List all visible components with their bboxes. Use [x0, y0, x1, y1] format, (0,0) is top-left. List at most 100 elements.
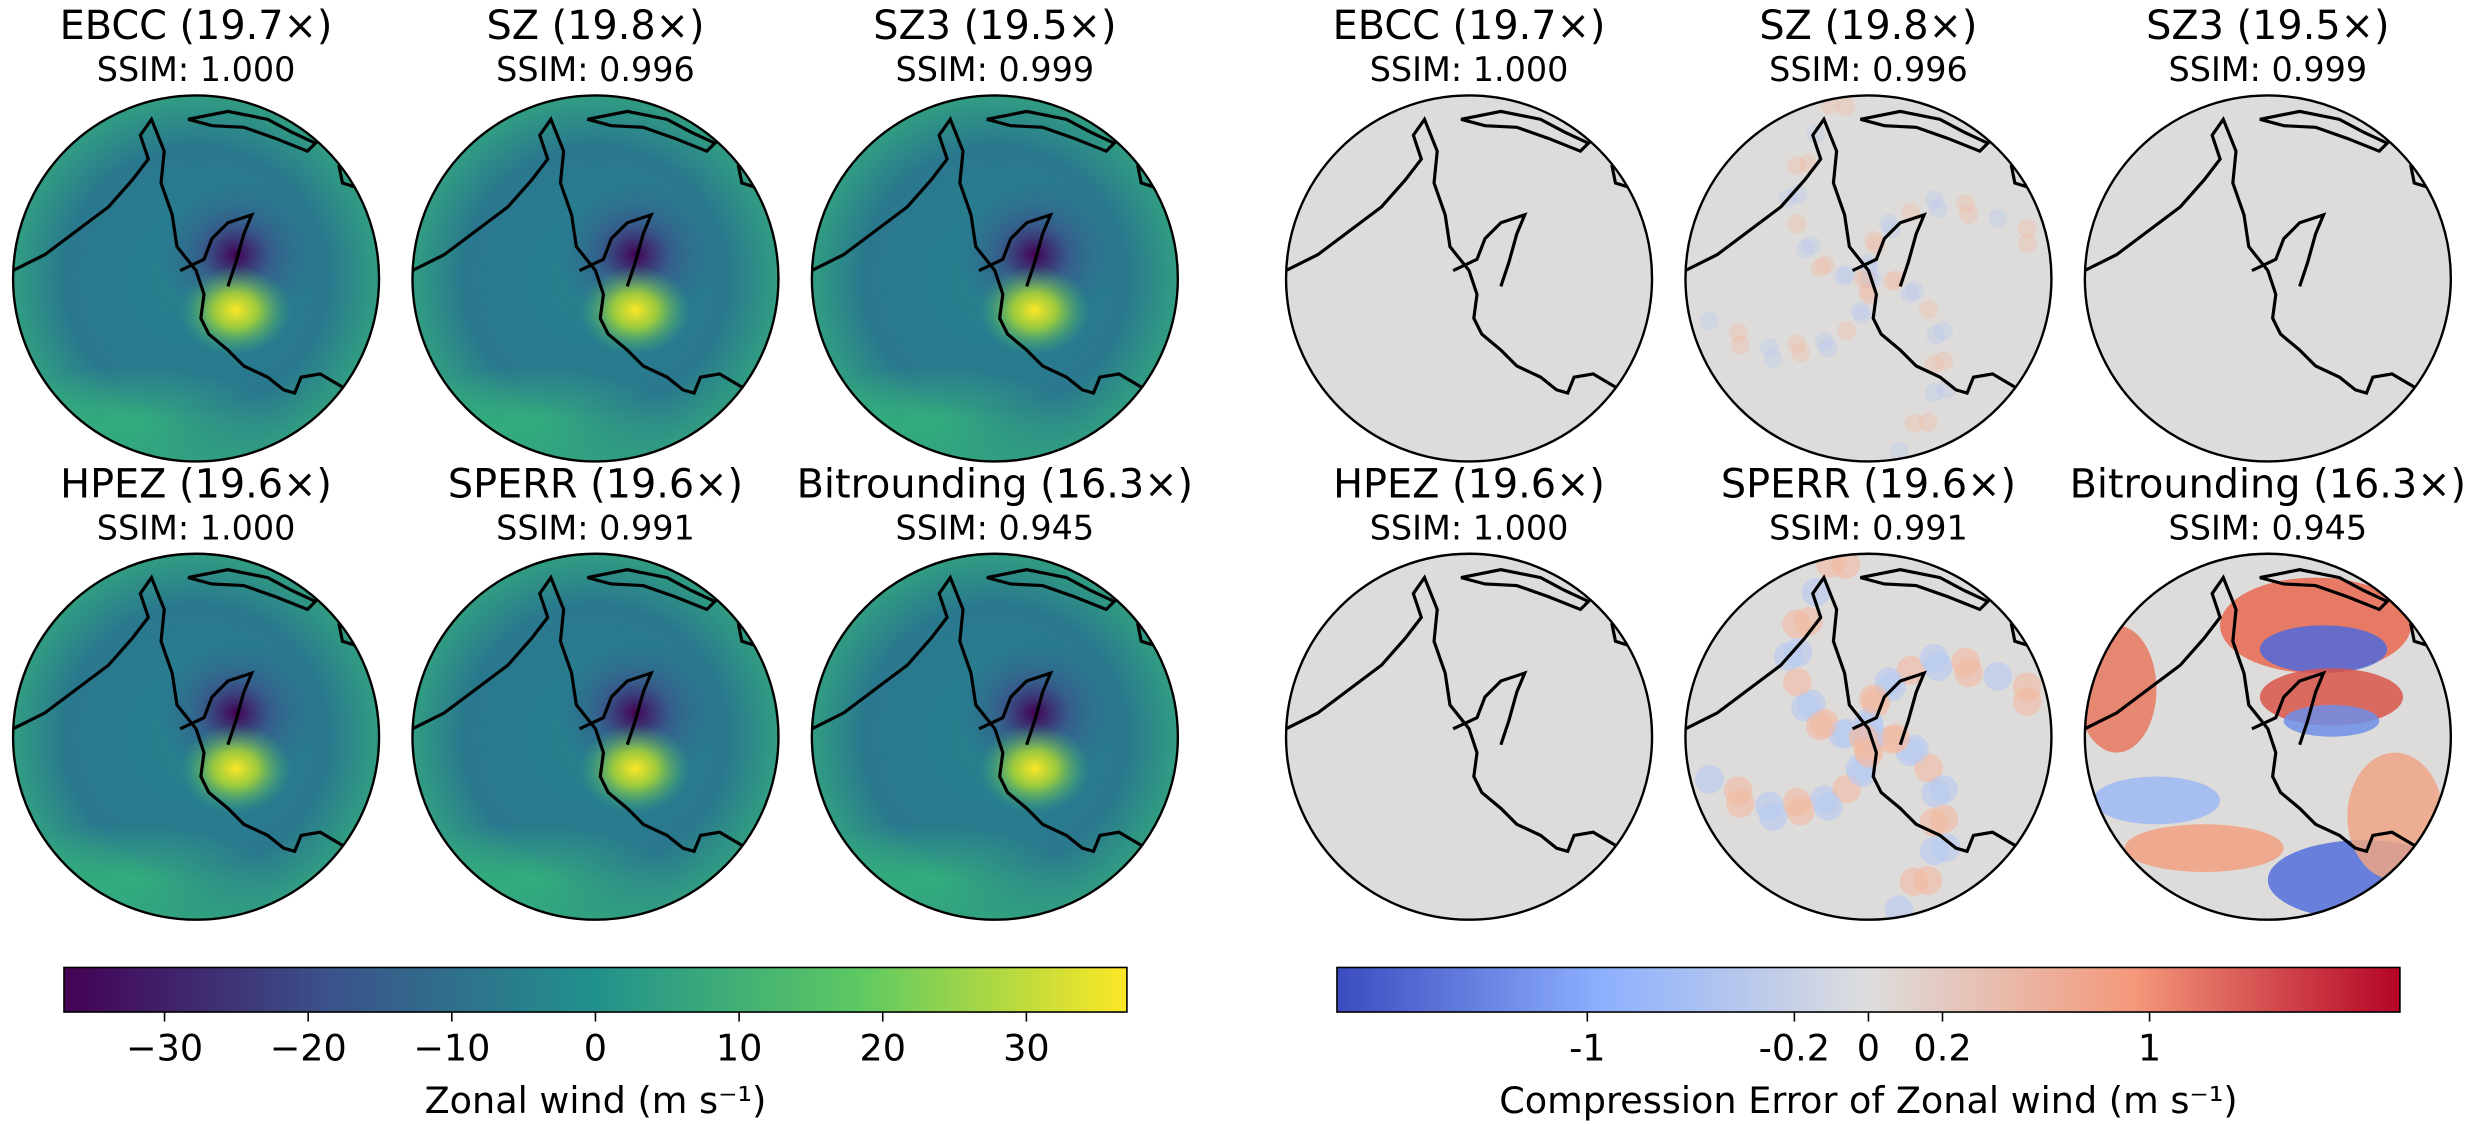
panel-title: SPERR (19.6×) — [448, 461, 743, 507]
colorbar-tick-label: 10 — [716, 1027, 763, 1070]
colorbar-tick-label: -1 — [1569, 1027, 1605, 1070]
error-blob — [2347, 753, 2442, 880]
error-blob — [2260, 625, 2387, 673]
map-panel: HPEZ (19.6×)SSIM: 1.000 — [0, 461, 379, 935]
panel-ssim: SSIM: 0.996 — [496, 50, 695, 89]
map-panel: SZ3 (19.5×)SSIM: 0.999 — [788, 3, 1178, 477]
panel-title: HPEZ (19.6×) — [1333, 461, 1605, 507]
error-speck — [1787, 156, 1806, 175]
colorbar-tick-label: −30 — [126, 1027, 203, 1070]
map-field — [0, 554, 379, 936]
map-panel: HPEZ (19.6×)SSIM: 1.000 — [1286, 461, 1652, 919]
error-speck — [1833, 267, 1852, 286]
error-speck — [1788, 214, 1807, 233]
error-speck — [1934, 321, 1953, 340]
panel-ssim: SSIM: 1.000 — [1370, 508, 1569, 547]
map-field — [788, 95, 1178, 477]
field-high — [580, 724, 691, 813]
error-speck — [1919, 300, 1938, 319]
error-speck — [1914, 866, 1943, 895]
field-high — [180, 266, 291, 355]
error-speck — [1951, 648, 1980, 677]
field — [2085, 95, 2451, 461]
error-blob — [2125, 824, 2284, 872]
map-field — [1286, 95, 1652, 461]
map-panel: EBCC (19.7×)SSIM: 1.000 — [1286, 3, 1652, 461]
colorbar-label: Compression Error of Zonal wind (m s⁻¹) — [1499, 1079, 2237, 1122]
field-green — [389, 824, 675, 935]
panel-ssim: SSIM: 0.996 — [1769, 50, 1968, 89]
error-speck — [1806, 712, 1835, 741]
error-speck — [1731, 336, 1750, 355]
map-panel: SPERR (19.6×)SSIM: 0.991 — [1685, 461, 2051, 924]
map-panel: SZ (19.8×)SSIM: 0.996 — [1685, 3, 2051, 461]
panel-ssim: SSIM: 1.000 — [97, 508, 296, 547]
map-field — [2077, 554, 2459, 920]
error-speck — [1791, 343, 1810, 362]
panel-ssim: SSIM: 0.991 — [1769, 508, 1968, 547]
map-panel: Bitrounding (16.3×)SSIM: 0.945 — [2070, 461, 2466, 919]
error-speck — [1918, 413, 1937, 432]
error-speck — [2018, 219, 2037, 238]
map-panel: SZ (19.8×)SSIM: 0.996 — [389, 3, 779, 477]
panel-title: SZ (19.8×) — [486, 3, 704, 49]
page: {"left": { "panels": [ {"title": "EBCC (… — [0, 0, 2483, 1125]
map-field — [0, 95, 379, 477]
colorbar-tick-label: 20 — [859, 1027, 906, 1070]
figure: EBCC (19.7×)SSIM: 1.000SZ (19.8×)SSIM: 0… — [0, 0, 2483, 1125]
error-speck — [1783, 668, 1812, 697]
error-speck — [1956, 194, 1975, 213]
error-speck — [1811, 258, 1830, 277]
error-speck — [1700, 312, 1719, 331]
panel-ssim: SSIM: 0.945 — [896, 508, 1095, 547]
field-green — [0, 824, 276, 935]
panel-title: Bitrounding (16.3×) — [797, 461, 1193, 507]
error-speck — [1814, 792, 1843, 821]
error-speck — [1988, 209, 2007, 228]
error-speck — [2013, 672, 2042, 701]
panel-title: SZ (19.8×) — [1759, 3, 1977, 49]
panel-ssim: SSIM: 0.945 — [2169, 508, 2368, 547]
error-speck — [1934, 351, 1953, 370]
field-green — [788, 824, 1074, 935]
panel-ssim: SSIM: 1.000 — [1370, 50, 1569, 89]
map-field — [389, 554, 779, 936]
colorbar — [64, 967, 1127, 1012]
panel-ssim: SSIM: 0.999 — [2169, 50, 2368, 89]
field-high — [180, 724, 291, 813]
map-field — [1286, 554, 1652, 920]
field-high — [979, 724, 1090, 813]
field-high — [580, 266, 691, 355]
panel-title: SZ3 (19.5×) — [873, 3, 1116, 49]
error-speck — [1905, 281, 1924, 300]
panel-ssim: SSIM: 0.991 — [496, 508, 695, 547]
panel-title: Bitrounding (16.3×) — [2070, 461, 2466, 507]
error-speck — [1983, 662, 2012, 691]
colorbar-tick-label: −20 — [270, 1027, 347, 1070]
colorbar-label: Zonal wind (m s⁻¹) — [425, 1079, 767, 1122]
map-field — [2085, 95, 2451, 461]
error-blob — [2284, 705, 2379, 737]
colorbar-tick-label: 0 — [1857, 1027, 1880, 1070]
error-speck — [1930, 805, 1959, 834]
colorbar-tick-label: 30 — [1003, 1027, 1050, 1070]
colorbar-tick-label: −10 — [413, 1027, 490, 1070]
map-panel: EBCC (19.7×)SSIM: 1.000 — [0, 3, 379, 477]
error-speck — [1853, 305, 1872, 324]
error-speck — [1920, 644, 1949, 673]
colorbar — [1337, 967, 2400, 1012]
colorbar-tick-label: 0 — [584, 1027, 607, 1070]
field — [1286, 95, 1652, 461]
error-speck — [1929, 775, 1958, 804]
panel-title: SPERR (19.6×) — [1721, 461, 2016, 507]
colorbar-tick-label: -0.2 — [1759, 1027, 1830, 1070]
error-speck — [1816, 549, 1845, 578]
panel-title: HPEZ (19.6×) — [60, 461, 332, 507]
error-speck — [1925, 190, 1944, 209]
panel-title: EBCC (19.7×) — [60, 3, 333, 49]
error-speck — [1695, 765, 1724, 794]
error-speck — [1796, 240, 1815, 259]
colorbar-tick-label: 1 — [2138, 1027, 2161, 1070]
map-field — [389, 95, 779, 477]
error-speck — [1764, 349, 1783, 368]
